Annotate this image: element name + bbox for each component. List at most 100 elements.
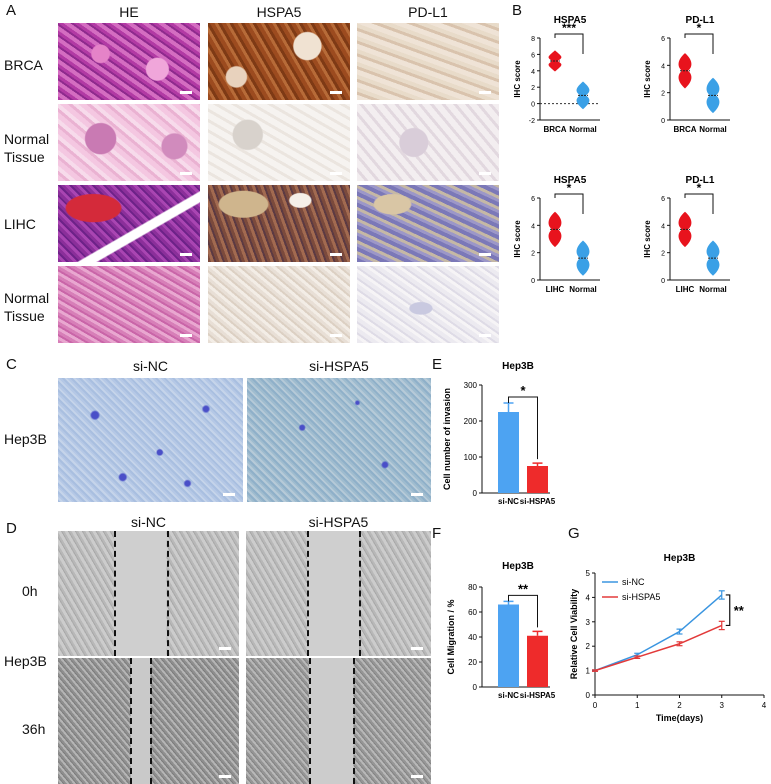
violin-ytick-label-3-0: 0 (531, 278, 535, 285)
row-label-brca: BRCA (4, 57, 43, 73)
violin-ytick-label-1-2: 2 (531, 85, 535, 92)
d-col-si-hspa5: si-HSPA5 (308, 514, 369, 530)
bar-cat-label-e-0: si-NC (498, 497, 519, 506)
violin-cat-label-3-1: Normal (569, 285, 597, 294)
violin-cat-label-1-1: Normal (569, 125, 597, 134)
row-label-normal-1: Normal Tissue (4, 131, 50, 165)
violin-ytick-label-4-2: 4 (661, 223, 665, 230)
line-ytick-label-2: 2 (586, 642, 591, 651)
line-xtick-label-0: 0 (593, 701, 598, 710)
violin-ytick-label-3-1: 2 (531, 251, 535, 258)
violin-cat-label-3-0: LIHC (546, 285, 565, 294)
he-lihc-image (58, 185, 200, 262)
wound-0h-si-nc-image (58, 531, 239, 656)
violin-title-2: PD-L1 (686, 15, 715, 26)
panel-letter-g: G (568, 525, 580, 542)
pdl1-normal-2-image (357, 266, 499, 343)
hspa5-lihc-image (208, 185, 350, 262)
bar-ytick-label-e-1: 100 (464, 453, 478, 462)
he-brca-image (58, 23, 200, 100)
bar-sig-e: * (520, 383, 526, 398)
violin-cat-label-2-0: BRCA (673, 125, 696, 134)
line-ytick-label-5: 5 (586, 569, 591, 578)
bar-cat-label-e-1: si-HSPA5 (520, 497, 556, 506)
c-row-hep3b: Hep3B (4, 431, 47, 447)
c-col-si-nc: si-NC (133, 358, 168, 374)
bar-ytick-label-e-3: 300 (464, 381, 478, 390)
col-title-hspa5: HSPA5 (256, 4, 302, 20)
bar-ytick-label-e-2: 200 (464, 417, 478, 426)
invasion-si-hspa5-image (247, 378, 431, 502)
violin-ylabel-3: IHC score (513, 220, 522, 258)
bar-title-e: Hep3B (502, 361, 534, 372)
bar-cat-label-f-0: si-NC (498, 691, 519, 700)
bar-cat-label-f-1: si-HSPA5 (520, 691, 556, 700)
wound-36h-si-nc-image (58, 658, 239, 784)
violin-ytick-label-2-0: 0 (661, 118, 665, 125)
panel-letter-c: C (6, 356, 17, 373)
bar-e-1 (527, 466, 548, 493)
row-label-normal-2: Normal Tissue (4, 290, 50, 324)
c-col-si-hspa5: si-HSPA5 (309, 358, 369, 374)
violin-sig-2: * (697, 21, 702, 35)
violin-cat-label-2-1: Normal (699, 125, 727, 134)
line-ytick-label-1: 1 (586, 667, 591, 676)
d-row-0h: 0h (22, 583, 38, 599)
panel-letter-a: A (6, 2, 17, 19)
line-title: Hep3B (664, 553, 696, 564)
violin-sig-bracket-1 (554, 33, 584, 54)
violin-sig-bracket-2 (684, 33, 714, 54)
line-xlabel: Time(days) (656, 713, 703, 723)
violin-ytick-label-3-3: 6 (531, 196, 535, 203)
invasion-si-nc-image (58, 378, 243, 502)
violin-title-1: HSPA5 (554, 15, 587, 26)
bar-title-f: Hep3B (502, 561, 534, 572)
bar-sig-bracket-f (508, 594, 538, 628)
violin-sig-4: * (697, 181, 702, 195)
bar-e-0 (498, 412, 519, 493)
panel-f: Hep3B 0 20 40 60 80 Cell Migration / % si-NC si-… (446, 561, 556, 700)
panel-letter-b: B (512, 2, 523, 19)
row-label-lihc: LIHC (4, 216, 36, 232)
violin-ytick-label-2-3: 6 (661, 36, 665, 43)
col-title-pdl1: PD-L1 (408, 4, 448, 20)
line-ytick-label-4: 4 (586, 593, 591, 602)
bar-f-1 (527, 635, 548, 687)
pdl1-brca-image (357, 23, 499, 100)
violin-ytick-label-1-4: 6 (531, 52, 535, 59)
line-ytick-label-3: 3 (586, 618, 591, 627)
pdl1-lihc-image (357, 185, 499, 262)
violin-ytick-label-1-5: 8 (531, 36, 535, 43)
bar-sig-bracket-e (508, 396, 538, 460)
violin-sig-1: *** (562, 21, 576, 35)
violin-ytick-label-1-1: 0 (531, 102, 535, 109)
violin-ytick-label-4-3: 6 (661, 196, 665, 203)
pdl1-normal-1-image (357, 104, 499, 181)
line-xtick-label-3: 3 (720, 701, 725, 710)
violin-ylabel-4: IHC score (643, 220, 652, 258)
line-ylabel: Relative Cell Viability (569, 589, 579, 679)
hspa5-brca-image (208, 23, 350, 100)
bar-ytick-label-f-1: 20 (468, 658, 477, 667)
violin-ytick-label-1-3: 4 (531, 69, 535, 76)
line-series-0 (594, 594, 723, 672)
line-ytick-label-0: 0 (586, 691, 591, 700)
violin-ytick-label-4-0: 0 (661, 278, 665, 285)
line-xtick-label-1: 1 (635, 701, 640, 710)
panel-g: Hep3B 0 1 2 3 4 5 0 1 2 3 4 Time(days) Relative Cell … (569, 553, 767, 723)
bar-ytick-label-e-0: 0 (473, 489, 478, 498)
bar-ylabel-f: Cell Migration / % (446, 599, 456, 674)
line-xtick-label-4: 4 (762, 701, 767, 710)
violin-ytick-label-2-1: 2 (661, 91, 665, 98)
bar-sig-f: ** (518, 581, 529, 596)
violin-title-4: PD-L1 (686, 175, 715, 186)
legend-label-1: si-HSPA5 (622, 592, 660, 602)
hspa5-normal-2-image (208, 266, 350, 343)
bar-ytick-label-f-0: 0 (473, 683, 478, 692)
panel-letter-e: E (432, 356, 443, 373)
violin-sig-bracket-4 (684, 193, 714, 214)
violin-ytick-label-1-0: -2 (529, 118, 535, 125)
he-normal-1-image (58, 104, 200, 181)
violin-ylabel-1: IHC score (513, 60, 522, 98)
